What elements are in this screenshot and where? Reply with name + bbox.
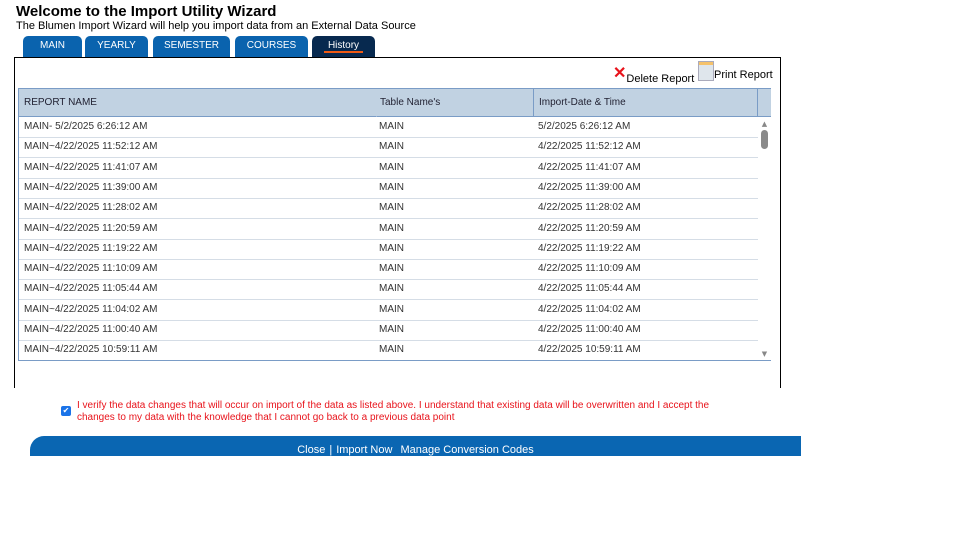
tab-main[interactable]: MAIN (23, 36, 82, 57)
table-row[interactable]: MAIN~4/22/2025 11:41:07 AM MAIN 4/22/2025 … (19, 158, 758, 179)
delete-x-icon: ✕ (613, 65, 627, 82)
import-date-cell: 4/22/2025 11:20:59 AM (538, 222, 641, 234)
table-row[interactable]: MAIN~4/22/2025 11:28:02 AM MAIN 4/22/2025 … (19, 198, 758, 220)
table-name-cell: MAIN (379, 324, 404, 335)
column-header-import-date[interactable]: Import-Date & Time (533, 89, 758, 117)
manage-conversion-codes-link[interactable]: Manage Conversion Codes (400, 444, 534, 456)
table-row[interactable]: MAIN~4/22/2025 11:05:44 AM MAIN 4/22/2025 … (19, 279, 758, 301)
table-name-cell: MAIN (379, 283, 404, 295)
tab-semester[interactable]: SEMESTER (153, 36, 230, 57)
report-name-cell: MAIN~4/22/2025 11:10:09 AM (24, 263, 158, 275)
report-name-cell: MAIN~4/22/2025 11:00:40 AM (24, 324, 158, 335)
report-name-cell: MAIN~4/22/2025 11:04:02 AM (24, 303, 158, 315)
import-date-cell: 4/22/2025 11:39:00 AM (538, 181, 641, 193)
table-name-cell: MAIN (379, 344, 404, 356)
scroll-up-arrow[interactable]: ▲ (761, 120, 768, 128)
close-link[interactable]: Close (297, 444, 326, 456)
import-date-cell: 4/22/2025 11:28:02 AM (538, 202, 641, 214)
table-name-cell: MAIN (379, 202, 404, 214)
scroll-down-arrow[interactable]: ▼ (761, 350, 768, 358)
print-report-icon (698, 61, 714, 81)
report-name-cell: MAIN~4/22/2025 11:05:44 AM (24, 283, 158, 295)
import-date-cell: 4/22/2025 11:52:12 AM (538, 141, 641, 153)
footer-action-bar: Close | Import Now Manage Conversion Codes (30, 436, 801, 456)
table-name-cell: MAIN (379, 242, 404, 254)
page-subtitle: The Blumen Import Wizard will help you i… (16, 20, 416, 32)
table-name-cell: MAIN (379, 161, 404, 173)
verify-checkbox[interactable]: ✔ (61, 406, 71, 416)
scroll-thumb[interactable] (761, 130, 768, 149)
import-date-cell: 4/22/2025 11:10:09 AM (538, 263, 641, 275)
print-report-label: Print Report (714, 69, 773, 81)
column-header-table-name[interactable]: Table Name's (376, 89, 533, 117)
table-row[interactable]: MAIN~4/22/2025 11:20:59 AM MAIN 4/22/2025 … (19, 219, 758, 240)
table-name-cell: MAIN (379, 303, 404, 315)
table-row[interactable]: MAIN- 5/2/2025 6:26:12 AM MAIN 5/2/2025 6:… (19, 117, 758, 138)
history-panel: ✕Delete Report Print Report REPORT NAME … (14, 57, 781, 388)
table-row[interactable]: MAIN~4/22/2025 11:52:12 AM MAIN 4/22/2025 … (19, 137, 758, 159)
import-date-cell: 4/22/2025 11:00:40 AM (538, 324, 641, 335)
page-title: Welcome to the Import Utility Wizard (16, 3, 277, 20)
table-row[interactable]: MAIN~4/22/2025 11:19:22 AM MAIN 4/22/2025 … (19, 239, 758, 260)
print-report-button[interactable]: Print Report (698, 61, 773, 84)
report-name-cell: MAIN~4/22/2025 11:19:22 AM (24, 242, 158, 254)
import-date-cell: 5/2/2025 6:26:12 AM (538, 121, 631, 132)
import-date-cell: 4/22/2025 11:04:02 AM (538, 303, 641, 315)
table-row[interactable]: MAIN~4/22/2025 11:39:00 AM MAIN 4/22/2025 … (19, 178, 758, 199)
report-name-cell: MAIN~4/22/2025 11:28:02 AM (24, 202, 158, 214)
column-header-report-name[interactable]: REPORT NAME (19, 89, 376, 117)
table-row[interactable]: MAIN~4/22/2025 11:04:02 AM MAIN 4/22/2025 … (19, 300, 758, 321)
table-name-cell: MAIN (379, 121, 404, 132)
vertical-scrollbar[interactable]: ▲ ▼ (758, 117, 771, 360)
report-name-cell: MAIN~4/22/2025 11:20:59 AM (24, 222, 158, 234)
table-name-cell: MAIN (379, 263, 404, 275)
column-header-spacer (757, 89, 771, 117)
report-name-cell: MAIN- 5/2/2025 6:26:12 AM (24, 121, 148, 132)
import-date-cell: 4/22/2025 11:05:44 AM (538, 283, 641, 295)
table-row[interactable]: MAIN~4/22/2025 10:59:11 AM MAIN 4/22/2025 … (19, 340, 758, 360)
tab-yearly[interactable]: YEARLY (85, 36, 148, 57)
delete-report-label: Delete Report (626, 73, 695, 85)
tab-label: COURSES (246, 40, 297, 51)
report-name-cell: MAIN~4/22/2025 11:52:12 AM (24, 141, 158, 153)
tab-courses[interactable]: COURSES (235, 36, 308, 57)
table-name-cell: MAIN (379, 181, 404, 193)
tab-label: MAIN (40, 40, 65, 51)
import-date-cell: 4/22/2025 11:41:07 AM (538, 161, 641, 173)
table-name-cell: MAIN (379, 222, 404, 234)
tab-label: History (323, 40, 364, 53)
table-name-cell: MAIN (379, 141, 404, 153)
report-name-cell: MAIN~4/22/2025 11:41:07 AM (24, 161, 158, 173)
report-name-cell: MAIN~4/22/2025 11:39:00 AM (24, 181, 158, 193)
delete-report-button[interactable]: ✕Delete Report (613, 63, 695, 85)
table-row[interactable]: MAIN~4/22/2025 11:00:40 AM MAIN 4/22/2025 … (19, 320, 758, 341)
verify-text: I verify the data changes that will occu… (77, 400, 710, 423)
import-date-cell: 4/22/2025 11:19:22 AM (538, 242, 641, 254)
separator: | (329, 444, 333, 456)
tab-history[interactable]: History (312, 36, 375, 57)
report-name-cell: MAIN~4/22/2025 10:59:11 AM (24, 344, 158, 356)
table-row[interactable]: MAIN~4/22/2025 11:10:09 AM MAIN 4/22/2025 … (19, 259, 758, 281)
tab-label: SEMESTER (163, 40, 219, 51)
tab-label: YEARLY (97, 40, 136, 51)
history-table: REPORT NAME Table Name's Import-Date & T… (18, 88, 771, 361)
import-now-link[interactable]: Import Now (336, 444, 393, 456)
import-date-cell: 4/22/2025 10:59:11 AM (538, 344, 641, 356)
